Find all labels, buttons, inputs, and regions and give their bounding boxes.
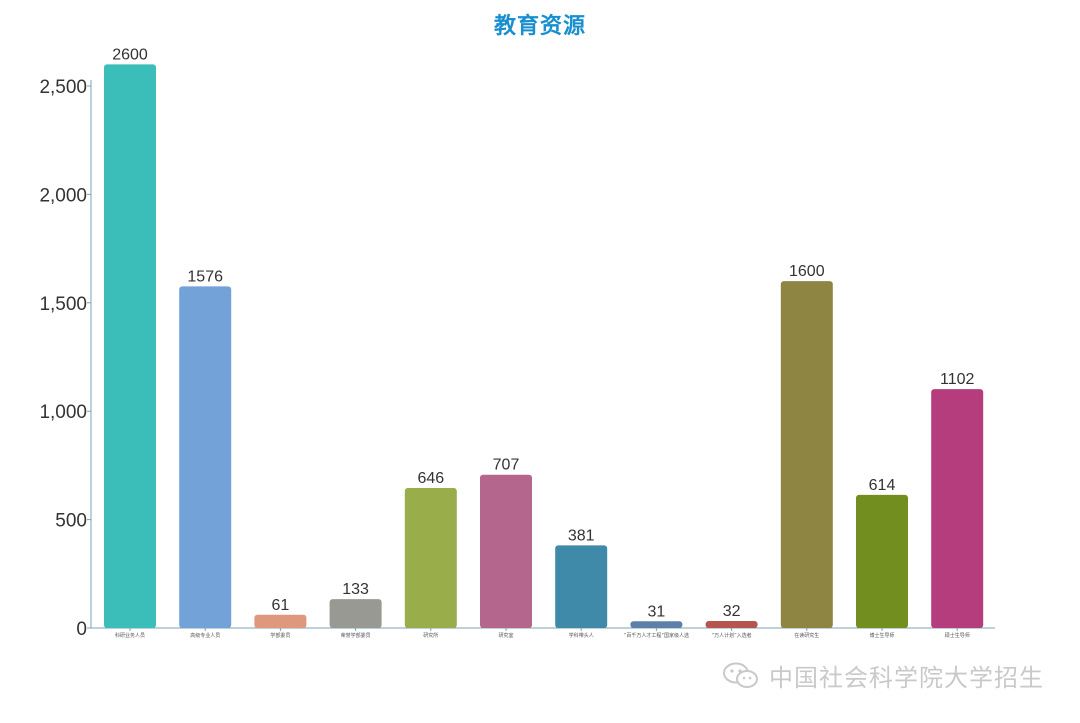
chart-title: 教育资源 — [493, 14, 586, 39]
bar — [705, 621, 758, 628]
bar — [254, 614, 307, 628]
bar-value-label: 1600 — [789, 263, 825, 280]
x-tick-label: 研究室 — [498, 632, 513, 639]
bar-value-label: 32 — [723, 603, 741, 620]
bar — [179, 286, 232, 628]
bar-value-label: 1576 — [187, 268, 223, 285]
labels: 2600 科研业务人员 1576 高级专业人员 61 学部委员 133 荣誉学部委员 646 研究… — [112, 46, 974, 639]
x-tick-label: “万人计划”入选者 — [712, 632, 752, 639]
x-tick-label: 硕士生导师 — [945, 632, 970, 639]
x-tick-label: 研究所 — [423, 632, 438, 639]
bar-value-label: 61 — [272, 597, 290, 614]
x-tick-label: 荣誉学部委员 — [341, 632, 371, 639]
x-tick-label: 学部委员 — [270, 632, 290, 639]
bar-value-label: 2600 — [112, 46, 148, 63]
y-tick-label: 2,000 — [39, 185, 87, 206]
y-tick-label: 1,500 — [39, 294, 87, 315]
bar — [630, 621, 683, 628]
y-tick-label: 0 — [76, 619, 87, 640]
x-tick-label: 学科带头人 — [569, 632, 594, 639]
watermark: 中国社会科学院大学招生 — [721, 658, 1044, 693]
watermark-text: 中国社会科学院大学招生 — [769, 664, 1044, 692]
y-tick-label: 500 — [55, 511, 87, 532]
x-tick-label: 博士生导师 — [869, 632, 894, 639]
x-tick-label: 高级专业人员 — [190, 632, 220, 639]
x-tick-label: 科研业务人员 — [115, 632, 145, 639]
bar — [329, 599, 382, 628]
bar-value-label: 381 — [568, 527, 595, 544]
wechat-icon — [721, 661, 761, 691]
bar-value-label: 707 — [493, 457, 520, 474]
x-tick-label: 在读研究生 — [794, 632, 819, 639]
bar-value-label: 133 — [342, 581, 369, 598]
bar-value-label: 31 — [648, 603, 666, 620]
bar — [780, 281, 833, 628]
bar — [480, 474, 532, 628]
bar — [104, 64, 156, 628]
y-tick-label: 2,500 — [39, 77, 87, 98]
bar — [931, 389, 984, 628]
bar-value-label: 646 — [417, 470, 444, 487]
bars — [104, 64, 984, 628]
axes: 0 500 1,000 1,500 2,000 2,500 — [39, 77, 995, 640]
bar-value-label: 614 — [869, 477, 896, 494]
bar — [856, 494, 908, 628]
bar-value-label: 1102 — [940, 371, 975, 388]
bar — [404, 487, 457, 628]
x-tick-label: “百千万人才工程”国家级人选 — [624, 632, 689, 639]
bar — [555, 545, 608, 628]
y-tick-label: 1,000 — [39, 402, 87, 423]
